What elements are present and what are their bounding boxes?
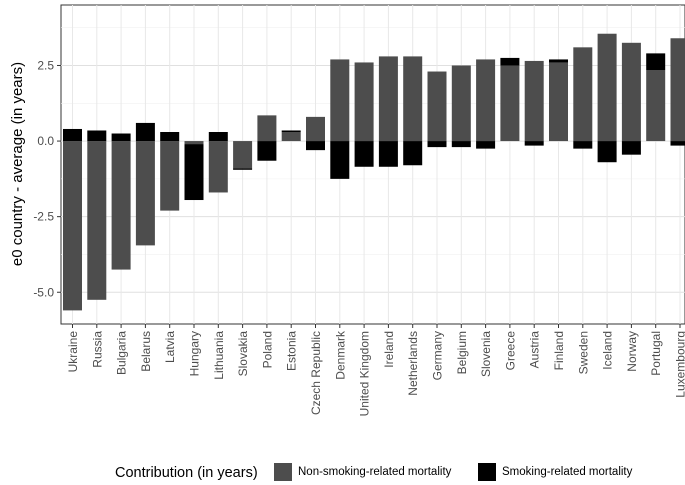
legend: Contribution (in years) Non-smoking-rela… <box>0 463 685 485</box>
x-tick-label: Austria <box>528 331 542 369</box>
bar-bulgaria-smoking <box>111 133 131 142</box>
x-tick-label: Slovenia <box>479 331 493 377</box>
x-tick-label: Czech Republic <box>309 331 323 415</box>
y-axis-title: e0 country - average (in years) <box>9 62 26 266</box>
bar-austria-smoking <box>524 141 544 146</box>
legend-title: Contribution (in years) <box>115 465 258 481</box>
x-tick-label: Denmark <box>333 330 347 380</box>
y-axis-ticks: -5.0 -2.5 0.0 2.5 <box>33 58 61 299</box>
bar-slovakia-non-smoking <box>233 141 253 169</box>
x-tick-label: Latvia <box>163 331 177 363</box>
y-tick-label: 0.0 <box>37 134 54 148</box>
x-tick-label: Belgium <box>455 331 469 374</box>
bar-norway-non-smoking <box>621 42 641 142</box>
x-tick-label: Estonia <box>285 331 299 371</box>
bar-iceland-non-smoking <box>597 33 617 142</box>
x-tick-label: Sweden <box>576 331 590 374</box>
bars <box>63 33 685 311</box>
bar-latvia-smoking <box>160 131 180 142</box>
x-tick-label: Portugal <box>649 331 663 376</box>
bar-austria-non-smoking <box>524 60 544 142</box>
bar-united-kingdom-non-smoking <box>354 62 374 142</box>
x-tick-label: Ukraine <box>66 331 80 373</box>
bar-sweden-non-smoking <box>573 47 593 142</box>
x-tick-label: Ireland <box>382 331 396 368</box>
bar-germany-non-smoking <box>427 71 447 142</box>
x-tick-label: Bulgaria <box>115 331 129 375</box>
x-tick-label: Russia <box>90 331 104 368</box>
bar-luxembourg-non-smoking <box>670 38 685 142</box>
bar-slovenia-non-smoking <box>476 59 496 142</box>
bar-ireland-smoking <box>378 141 398 167</box>
bar-belarus-smoking <box>135 122 155 142</box>
bar-slovakia-smoking <box>233 168 253 170</box>
bar-germany-smoking <box>427 141 447 148</box>
x-tick-label: Norway <box>625 331 639 372</box>
x-tick-label: Netherlands <box>406 331 420 396</box>
bar-estonia-smoking <box>281 130 301 132</box>
bar-sweden-smoking <box>573 141 593 149</box>
x-tick-label: Slovakia <box>236 331 250 377</box>
bar-ukraine-smoking <box>63 128 82 142</box>
x-tick-label: Finland <box>552 331 566 370</box>
bar-poland-non-smoking <box>257 115 277 142</box>
y-tick-label: 2.5 <box>37 58 54 72</box>
legend-label-smoking: Smoking-related mortality <box>502 466 633 478</box>
bar-norway-smoking <box>621 141 641 155</box>
bar-lithuania-non-smoking <box>208 141 228 193</box>
x-tick-label: Belarus <box>139 331 153 372</box>
bar-denmark-smoking <box>330 141 350 179</box>
bar-netherlands-smoking <box>403 141 423 166</box>
x-tick-label: Germany <box>431 331 445 380</box>
bar-united-kingdom-smoking <box>354 141 374 167</box>
bar-slovenia-smoking <box>476 141 496 149</box>
bar-luxembourg-smoking <box>670 141 685 146</box>
x-tick-label: Lithuania <box>212 331 226 380</box>
bar-finland-smoking <box>549 59 568 63</box>
x-axis-ticks: Ukraine Russia Bulgaria Belarus Latvia Hungar… <box>66 324 685 416</box>
bar-hungary-smoking <box>184 144 204 201</box>
legend-key-smoking <box>478 463 496 481</box>
bar-ukraine-non-smoking <box>63 141 82 311</box>
bar-poland-smoking <box>257 141 277 161</box>
x-tick-label: Poland <box>260 331 274 368</box>
x-tick-label: United Kingdom <box>358 331 372 416</box>
bar-estonia-non-smoking <box>281 131 301 142</box>
bar-lithuania-smoking <box>208 131 228 142</box>
y-tick-label: -5.0 <box>33 285 54 299</box>
bar-russia-smoking <box>87 130 107 142</box>
bar-belgium-smoking <box>451 141 471 148</box>
y-tick-label: -2.5 <box>33 210 54 224</box>
bar-czech-republic-non-smoking <box>306 116 325 142</box>
bar-portugal-non-smoking <box>646 70 666 142</box>
legend-key-non-smoking <box>274 463 292 481</box>
bar-russia-non-smoking <box>87 141 107 300</box>
bar-greece-smoking <box>500 57 520 66</box>
bar-czech-republic-smoking <box>306 141 325 151</box>
bar-ireland-non-smoking <box>378 56 398 142</box>
bar-netherlands-non-smoking <box>403 56 423 142</box>
bar-portugal-smoking <box>646 53 666 71</box>
bar-denmark-non-smoking <box>330 59 350 142</box>
bar-bulgaria-non-smoking <box>111 141 131 270</box>
x-tick-label: Luxembourg <box>674 331 685 398</box>
x-tick-label: Hungary <box>188 331 202 376</box>
bar-hungary-non-smoking <box>184 141 204 145</box>
bar-belarus-non-smoking <box>135 141 155 246</box>
bar-finland-non-smoking <box>549 62 568 142</box>
bar-iceland-smoking <box>597 141 617 163</box>
bar-latvia-non-smoking <box>160 141 180 211</box>
bar-belgium-non-smoking <box>451 65 471 142</box>
x-tick-label: Iceland <box>601 331 615 370</box>
x-tick-label: Greece <box>503 331 517 371</box>
legend-label-non-smoking: Non-smoking-related mortality <box>298 466 452 478</box>
bar-greece-non-smoking <box>500 65 520 142</box>
